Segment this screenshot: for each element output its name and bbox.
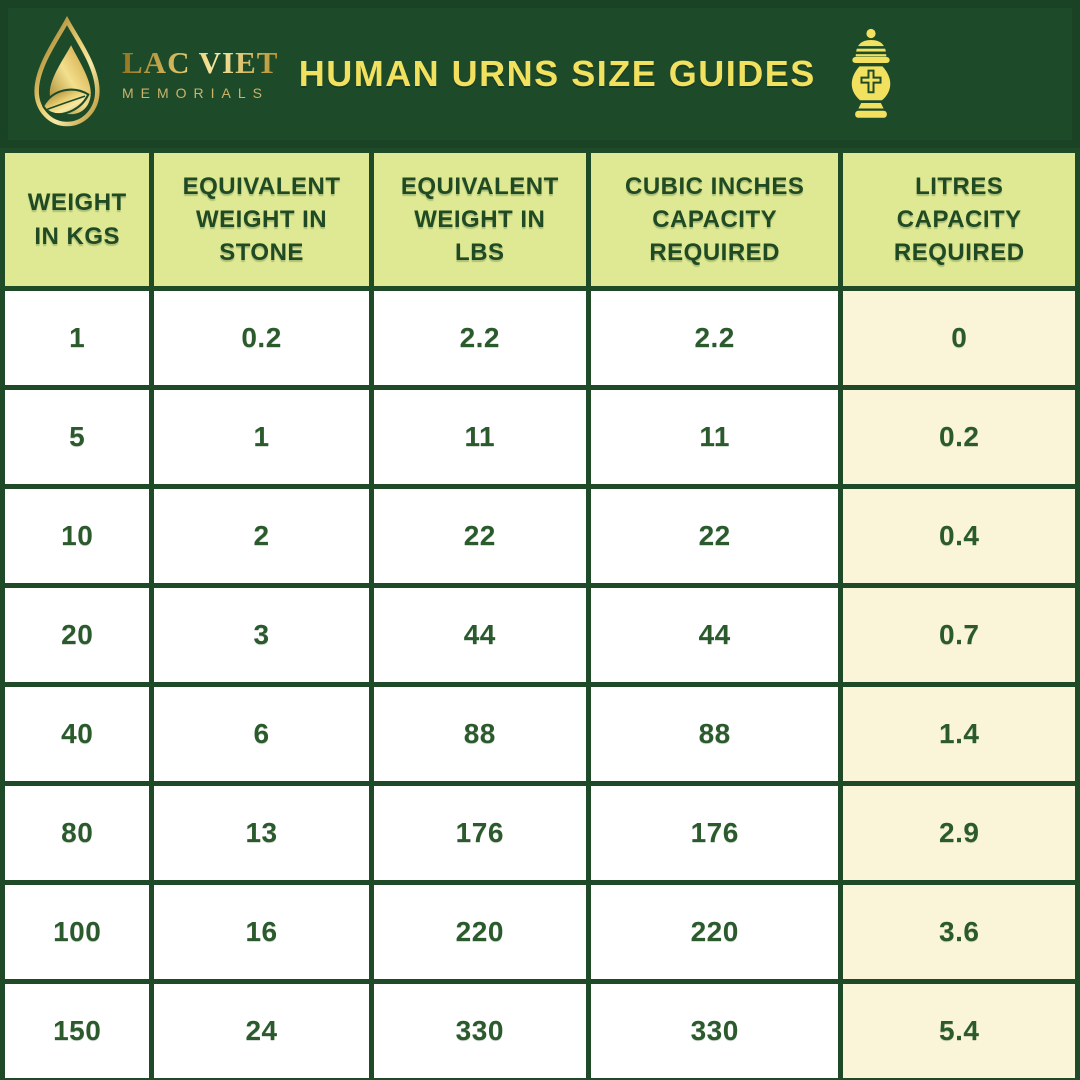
cell-litres: 3.6 — [838, 880, 1080, 984]
cell-cubic-inches: 220 — [585, 880, 844, 984]
cell-stone: 6 — [149, 682, 374, 786]
cell-lbs: 11 — [368, 385, 591, 489]
cell-kgs: 5 — [0, 385, 155, 489]
cell-kgs: 20 — [0, 583, 155, 687]
size-guide-table: WEIGHT IN KGS EQUIVALENT WEIGHT IN STONE… — [0, 148, 1080, 1080]
cell-litres: 0.2 — [838, 385, 1080, 489]
title-zone: HUMAN URNS SIZE GUIDES — [278, 28, 1054, 120]
cell-kgs: 10 — [0, 484, 155, 588]
table-row: 150 24 330 330 5.4 — [0, 979, 1080, 1080]
cell-lbs: 88 — [368, 682, 591, 786]
cell-kgs: 40 — [0, 682, 155, 786]
cell-cubic-inches: 22 — [585, 484, 844, 588]
cell-cubic-inches: 44 — [585, 583, 844, 687]
cell-lbs: 44 — [368, 583, 591, 687]
cell-kgs: 100 — [0, 880, 155, 984]
column-header-litres: LITRES CAPACITY REQUIRED — [838, 148, 1080, 291]
cell-lbs: 2.2 — [368, 286, 591, 390]
cell-stone: 0.2 — [149, 286, 374, 390]
cell-lbs: 330 — [368, 979, 591, 1080]
cell-cubic-inches: 176 — [585, 781, 844, 885]
table-row: 80 13 176 176 2.9 — [0, 781, 1080, 885]
column-header-weight-kgs: WEIGHT IN KGS — [0, 148, 155, 291]
table-wrap: WEIGHT IN KGS EQUIVALENT WEIGHT IN STONE… — [0, 148, 1080, 1080]
cell-kgs: 80 — [0, 781, 155, 885]
table-row: 40 6 88 88 1.4 — [0, 682, 1080, 786]
cell-stone: 1 — [149, 385, 374, 489]
header-row: WEIGHT IN KGS EQUIVALENT WEIGHT IN STONE… — [0, 148, 1080, 291]
cell-stone: 2 — [149, 484, 374, 588]
cell-litres: 2.9 — [838, 781, 1080, 885]
brand-block: LAC VIET MEMORIALS — [26, 16, 278, 132]
cell-cubic-inches: 88 — [585, 682, 844, 786]
cell-kgs: 150 — [0, 979, 155, 1080]
cell-lbs: 176 — [368, 781, 591, 885]
cell-litres: 0.7 — [838, 583, 1080, 687]
cell-litres: 1.4 — [838, 682, 1080, 786]
table-row: 5 1 11 11 0.2 — [0, 385, 1080, 489]
cell-cubic-inches: 11 — [585, 385, 844, 489]
cell-litres: 0 — [838, 286, 1080, 390]
cell-kgs: 1 — [0, 286, 155, 390]
brand-name: LAC VIET — [122, 45, 279, 81]
column-header-weight-lbs: EQUIVALENT WEIGHT IN LBS — [368, 148, 591, 291]
table-row: 100 16 220 220 3.6 — [0, 880, 1080, 984]
cell-lbs: 220 — [368, 880, 591, 984]
page-title: HUMAN URNS SIZE GUIDES — [298, 53, 816, 94]
table-row: 1 0.2 2.2 2.2 0 — [0, 286, 1080, 390]
cell-cubic-inches: 330 — [585, 979, 844, 1080]
header: LAC VIET MEMORIALS HUMAN URNS SIZE GUIDE… — [0, 0, 1080, 148]
cell-stone: 13 — [149, 781, 374, 885]
cell-litres: 5.4 — [838, 979, 1080, 1080]
cell-stone: 16 — [149, 880, 374, 984]
brand-subname: MEMORIALS — [122, 84, 270, 101]
urn-icon — [851, 28, 890, 118]
column-header-cubic-inches: CUBIC INCHES CAPACITY REQUIRED — [585, 148, 844, 291]
column-header-weight-stone: EQUIVALENT WEIGHT IN STONE — [149, 148, 374, 291]
cell-lbs: 22 — [368, 484, 591, 588]
cell-stone: 24 — [149, 979, 374, 1080]
drop-leaf-logo-icon — [34, 16, 100, 127]
cell-cubic-inches: 2.2 — [585, 286, 844, 390]
table-row: 20 3 44 44 0.7 — [0, 583, 1080, 687]
brand-text: LAC VIET MEMORIALS — [122, 47, 278, 100]
cell-litres: 0.4 — [838, 484, 1080, 588]
cell-stone: 3 — [149, 583, 374, 687]
table-row: 10 2 22 22 0.4 — [0, 484, 1080, 588]
